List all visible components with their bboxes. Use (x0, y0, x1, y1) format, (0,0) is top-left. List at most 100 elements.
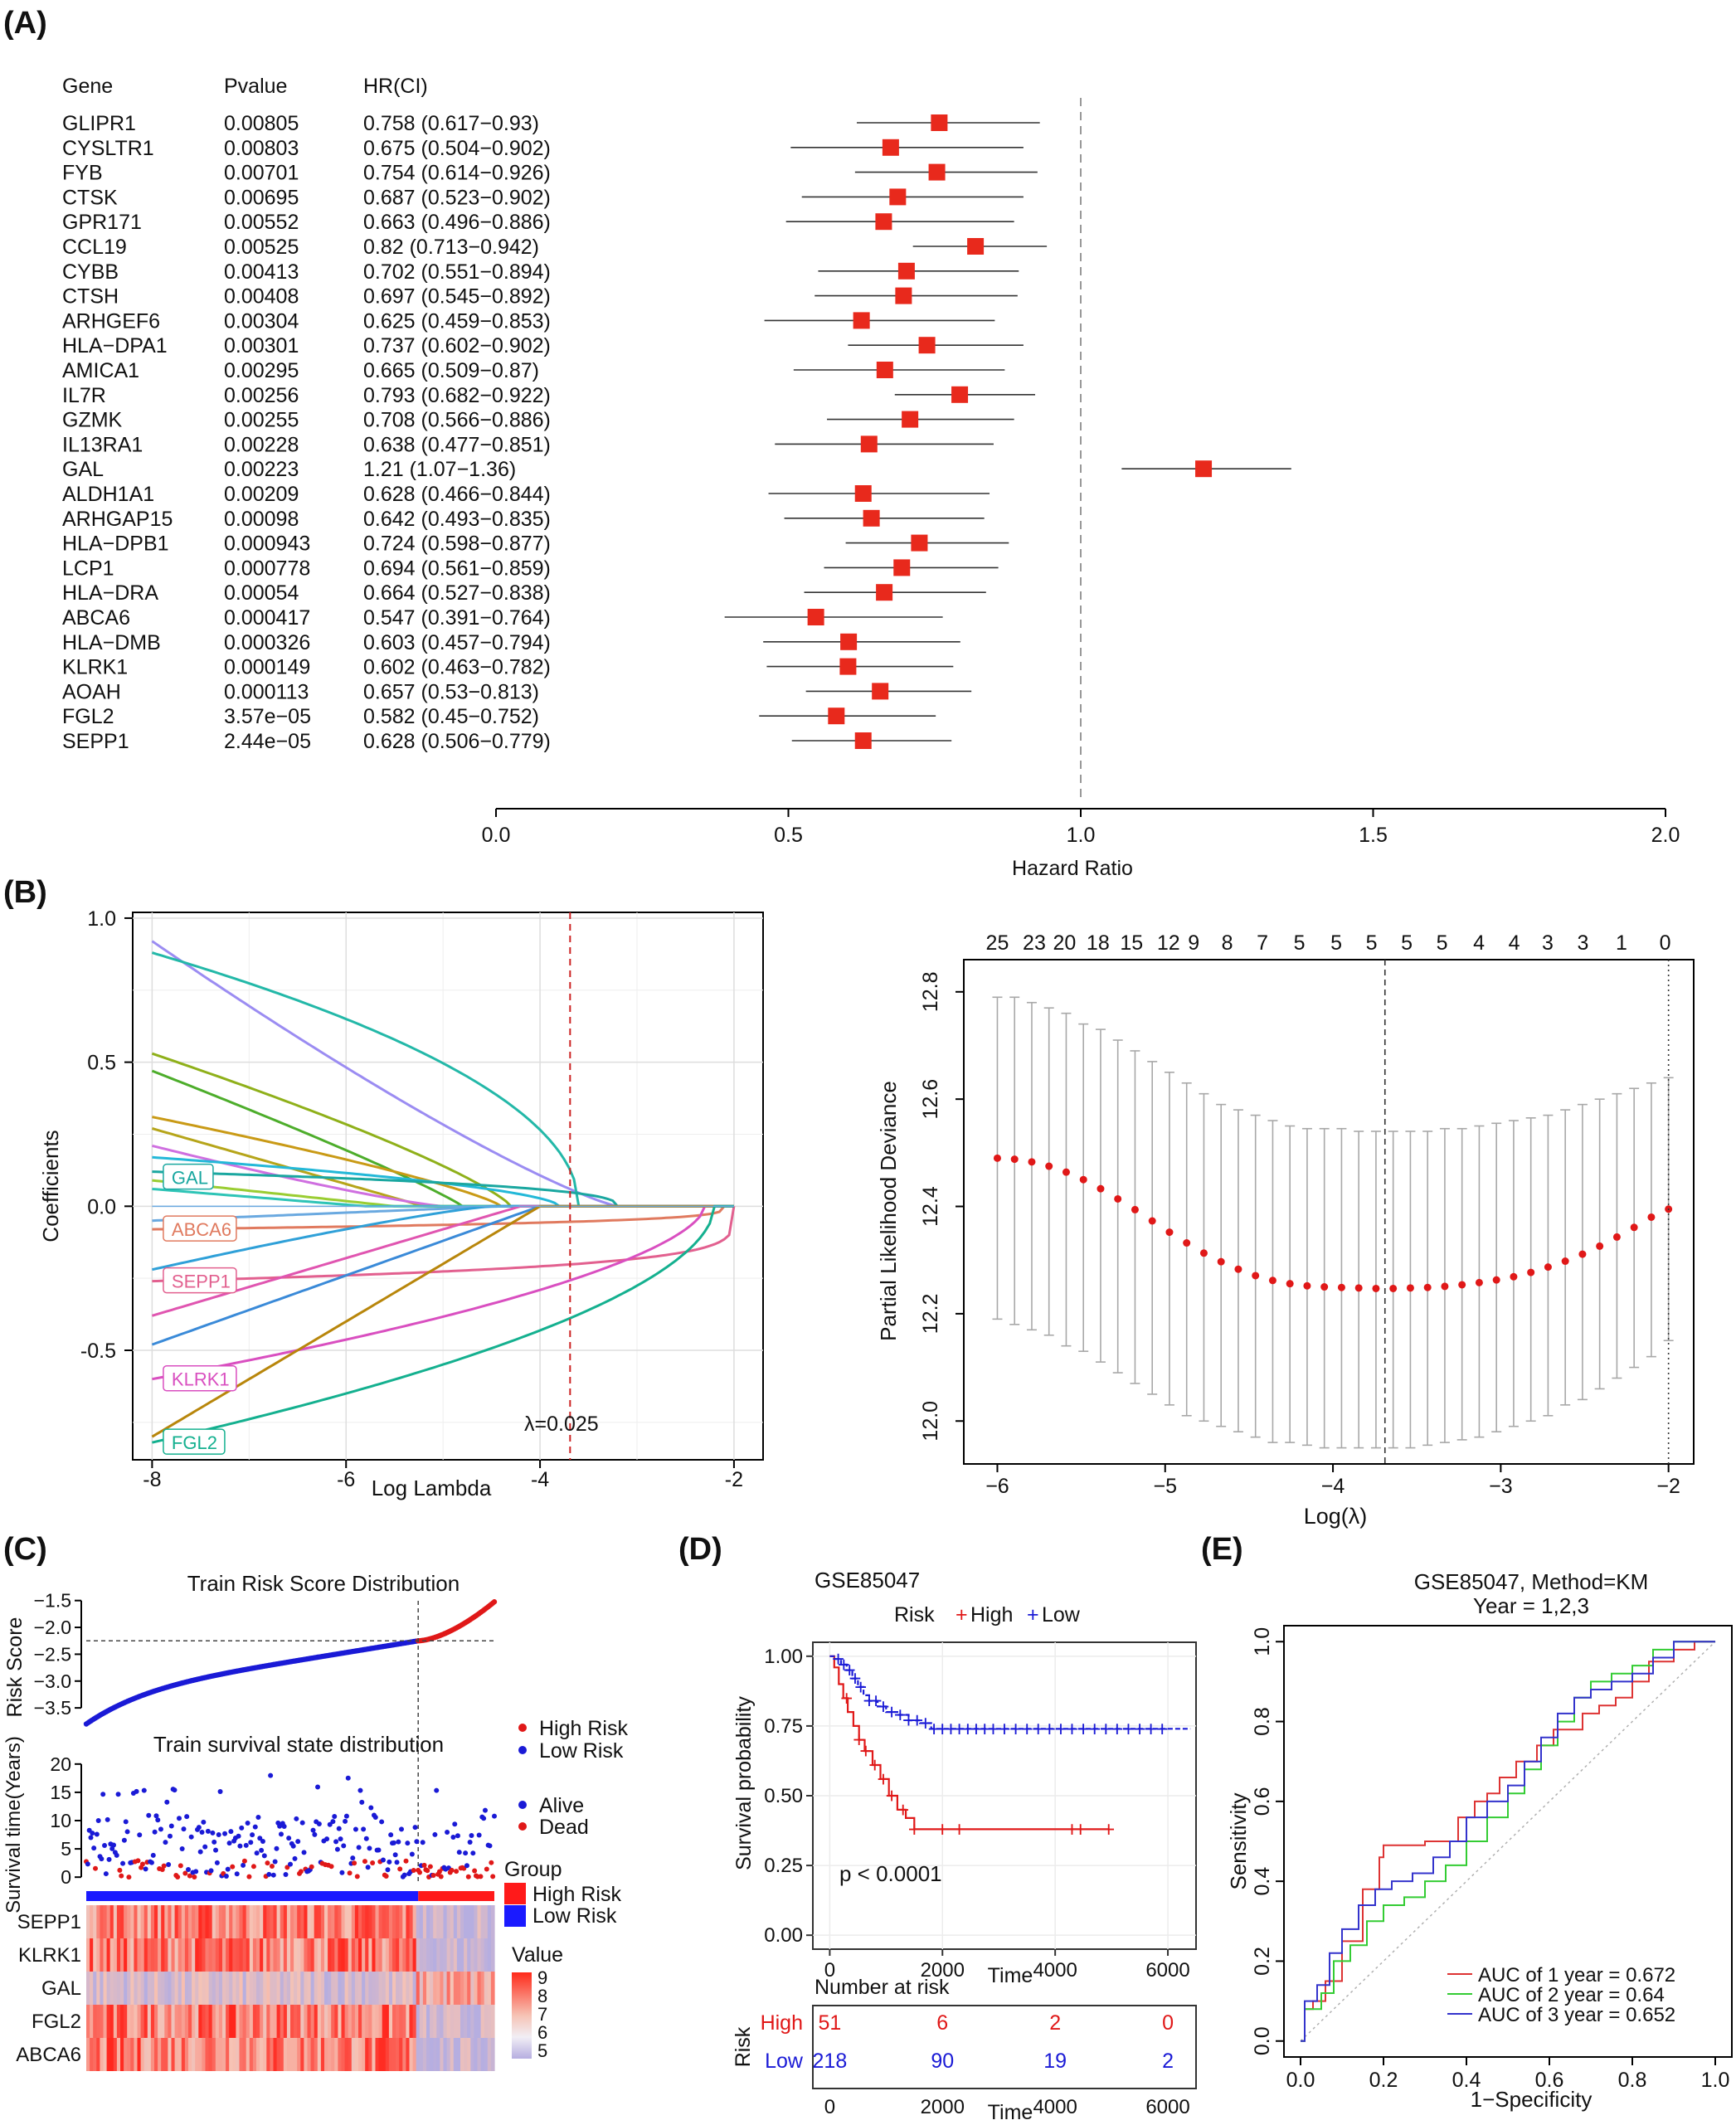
heatmap-cell (192, 2005, 196, 2038)
cv-mean-point (993, 1154, 1001, 1162)
heatmap-cell (96, 2005, 100, 2038)
heatmap-cell (195, 1905, 199, 1938)
survstate-title: Train survival state distribution (153, 1732, 444, 1757)
heatmap-cell (184, 2038, 189, 2071)
cv-mean-point (1028, 1158, 1036, 1166)
survstate-point (106, 1856, 112, 1862)
heatmap-row-label: ABCA6 (16, 2044, 81, 2066)
lasso-gene-label: ABCA6 (172, 1219, 231, 1240)
heatmap-cell (406, 1972, 411, 2005)
heatmap-cell (375, 2038, 380, 2071)
heatmap-cell (273, 1938, 278, 1972)
heatmap-cell (464, 1972, 468, 2005)
heatmap-cell (239, 1972, 244, 2005)
heatmap-cell (392, 1972, 396, 2005)
heatmap-cell (158, 1938, 162, 1972)
heatmap-cell (446, 1905, 451, 1938)
survstate-point (172, 1787, 177, 1793)
heatmap-cell (474, 1972, 479, 2005)
forest-hr-text: 0.697 (0.545−0.892) (363, 285, 551, 309)
heatmap-cell (426, 2005, 430, 2038)
km-high-censor-mark: + (868, 1753, 881, 1777)
forest-gene-label: CCL19 (62, 236, 127, 259)
heatmap-cell (419, 1938, 424, 1972)
heatmap-cell (402, 1972, 406, 2005)
heatmap-cell (202, 1938, 207, 1972)
survstate-point (489, 1860, 494, 1865)
cv-mean-point (1114, 1194, 1122, 1203)
heatmap-cell (171, 2005, 176, 2038)
survstate-point (353, 1826, 358, 1832)
heatmap-group-bar-high (418, 1891, 494, 1901)
km-low-censor-mark: + (902, 1708, 915, 1733)
heatmap-cell (484, 1905, 489, 1938)
heatmap-cell (324, 1905, 328, 1938)
heatmap-cell (143, 2005, 148, 2038)
roc-ylabel: Sensitivity (1226, 1792, 1251, 1889)
km-high-censor-mark: + (853, 1728, 865, 1753)
heatmap-cell (351, 2005, 356, 2038)
heatmap-cell (365, 1938, 369, 1972)
survstate-point (85, 1861, 90, 1867)
heatmap-cell (334, 1938, 338, 1972)
heatmap-cell (358, 1972, 362, 2005)
legend-group-low: Low Risk (532, 1904, 617, 1928)
heatmap-cell (140, 1972, 145, 2005)
heatmap-cell (290, 1905, 294, 1938)
survstate-point (179, 1845, 185, 1851)
heatmap-cell (222, 1905, 226, 1938)
km-high-censor-mark: + (908, 1816, 921, 1841)
survstate-point (175, 1874, 181, 1879)
roc-y-tick-label: 0.2 (1251, 1947, 1274, 1976)
heatmap-cell (416, 1972, 421, 2005)
heatmap-cell (239, 2038, 244, 2071)
riskdist-y-tick-label: −3.0 (34, 1670, 71, 1692)
heatmap-cell (294, 1905, 298, 1938)
forest-gene-label: AOAH (62, 680, 121, 703)
survstate-point (385, 1867, 391, 1873)
legend-value-tick: 6 (537, 2022, 547, 2043)
heatmap-cell (446, 2038, 451, 2071)
survstate-point (268, 1772, 274, 1778)
survstate-point (312, 1831, 318, 1837)
km-low-censor-mark: + (1088, 1716, 1101, 1741)
survstate-point (347, 1870, 353, 1876)
heatmap-cell (130, 1905, 134, 1938)
riskdist-y-tick-label: −3.5 (34, 1697, 71, 1719)
heatmap-cell (328, 1905, 332, 1938)
heatmap-cell (202, 1905, 207, 1938)
legend-alive-dot (518, 1801, 527, 1809)
survstate-point (222, 1831, 228, 1836)
roc-curve (1301, 1641, 1715, 2042)
heatmap-cell (328, 2005, 332, 2038)
legend-high-risk: High Risk (539, 1717, 628, 1740)
heatmap-cell (212, 2005, 216, 2038)
legend-dead: Dead (539, 1816, 589, 1839)
survstate-point (187, 1873, 192, 1879)
heatmap-cell (354, 2005, 359, 2038)
heatmap-cell (453, 2038, 458, 2071)
cv-top-count: 8 (1222, 931, 1233, 955)
roc-title: GSE85047, Method=KM (1414, 1569, 1649, 1594)
heatmap-cell (385, 1905, 390, 1938)
forest-hr-text: 0.702 (0.551−0.894) (363, 260, 551, 284)
heatmap-cell (188, 1938, 192, 1972)
survstate-point (365, 1865, 371, 1870)
cv-top-count: 5 (1437, 931, 1448, 955)
heatmap-cell (446, 1938, 451, 1972)
heatmap-cell (218, 2038, 223, 2071)
heatmap-cell (124, 1905, 128, 1938)
heatmap-cell (276, 1905, 281, 1938)
km-low-censor-mark: + (894, 1702, 907, 1727)
survstate-point (119, 1873, 124, 1879)
heatmap-cell (433, 2038, 437, 2071)
forest-gene-label: AMICA1 (62, 359, 139, 382)
heatmap-cell (127, 1972, 131, 2005)
cv-mean-point (1131, 1205, 1139, 1213)
survstate-point (202, 1844, 208, 1850)
survstate-point (150, 1852, 156, 1858)
survstate-point (193, 1869, 199, 1875)
heatmap-cell (150, 1938, 155, 1972)
cv-mean-point (1458, 1281, 1466, 1289)
heatmap-cell (150, 2038, 155, 2071)
